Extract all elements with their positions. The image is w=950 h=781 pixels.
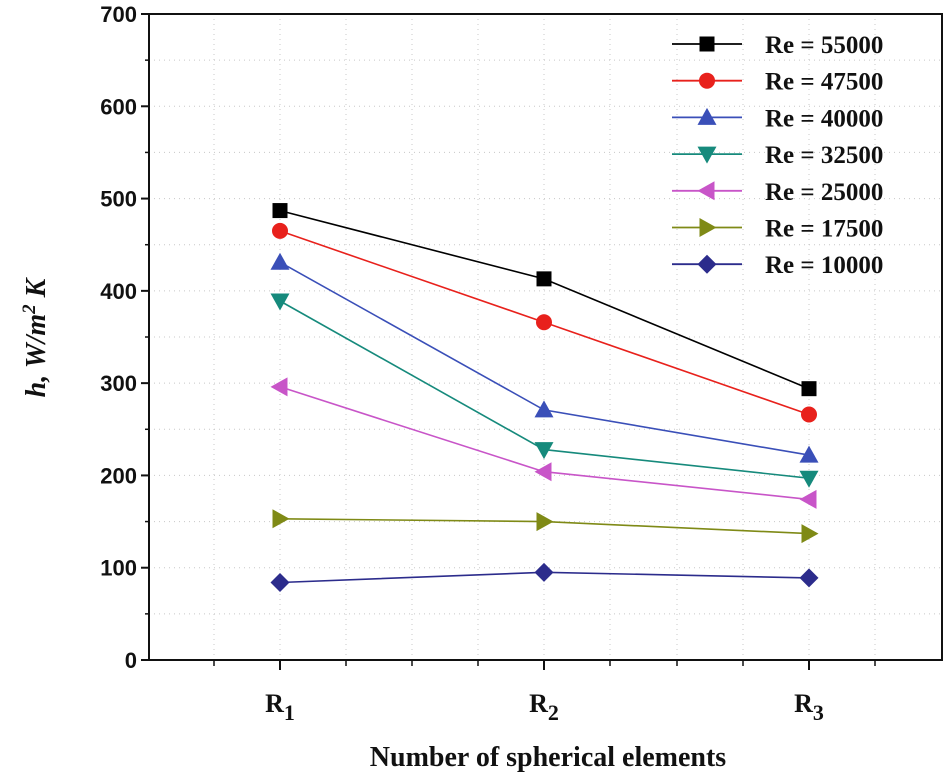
data-point	[534, 562, 554, 582]
data-point	[270, 572, 290, 592]
data-point	[272, 509, 290, 529]
legend-label: Re = 47500	[765, 69, 883, 96]
y-tick-label: 100	[100, 556, 137, 581]
x-category-label-base: R	[265, 689, 284, 718]
series-5	[272, 509, 819, 544]
legend-label: Re = 10000	[765, 252, 883, 279]
legend-entry: Re = 17500	[672, 216, 883, 243]
y-tick-label: 700	[100, 2, 137, 27]
data-point	[534, 400, 554, 418]
legend-marker	[699, 72, 715, 89]
legend-marker	[697, 146, 717, 164]
legend: Re = 55000 Re = 47500 Re = 40000 Re = 32500…	[672, 32, 883, 279]
legend-label: Re = 17500	[765, 216, 883, 243]
legend-entry: Re = 55000	[672, 32, 883, 59]
legend-entry: Re = 32500	[672, 142, 883, 169]
x-category-label-subscript: 2	[548, 700, 559, 725]
y-axis-title: h, W/m2 K	[19, 276, 52, 397]
data-point	[536, 271, 552, 287]
legend-label: Re = 40000	[765, 105, 883, 132]
series-0	[272, 203, 817, 397]
series-1	[272, 222, 817, 423]
y-tick-label: 600	[100, 94, 137, 119]
data-point	[801, 524, 819, 544]
legend-marker	[697, 107, 717, 125]
x-axis-ticks: R1 R2 R3	[213, 660, 876, 725]
legend-entry: Re = 40000	[672, 105, 883, 132]
y-tick-label: 500	[100, 187, 137, 212]
y-axis-title-tail: K	[21, 276, 52, 304]
data-point	[801, 406, 817, 423]
series-6	[270, 562, 819, 592]
legend-marker	[699, 36, 715, 52]
data-point	[534, 462, 552, 482]
data-point	[801, 381, 817, 397]
series-group	[270, 203, 819, 592]
legend-marker	[697, 181, 715, 201]
x-category-label-base: R	[529, 689, 548, 718]
y-axis-ticks: 0 100 200 300 400 500 600 700	[100, 2, 149, 673]
legend-entry: Re = 10000	[672, 252, 883, 279]
x-category-label-subscript: 3	[813, 700, 824, 725]
data-point	[270, 293, 290, 311]
data-point	[799, 470, 819, 488]
data-point	[270, 252, 290, 270]
data-point	[272, 203, 288, 219]
x-category-label: R3	[794, 689, 824, 725]
y-tick-label: 300	[100, 371, 137, 396]
y-axis-title-main: h, W/m	[21, 314, 52, 398]
data-point	[536, 512, 554, 532]
legend-entry: Re = 25000	[672, 179, 883, 206]
y-tick-label: 0	[125, 648, 137, 673]
x-category-label-subscript: 1	[284, 700, 295, 725]
x-category-label-base: R	[794, 689, 813, 718]
data-point	[272, 222, 288, 239]
series-2	[270, 252, 819, 463]
data-point	[536, 314, 552, 331]
x-category-label: R2	[529, 689, 559, 725]
data-point	[270, 377, 288, 397]
series-3	[270, 293, 819, 488]
y-tick-label: 400	[100, 279, 137, 304]
legend-label: Re = 25000	[765, 179, 883, 206]
y-tick-label: 200	[100, 463, 137, 488]
legend-entry: Re = 47500	[672, 69, 883, 96]
legend-marker	[699, 218, 717, 237]
data-point	[799, 445, 819, 463]
legend-marker	[697, 254, 717, 274]
data-point	[799, 568, 819, 588]
data-point	[799, 489, 817, 509]
x-category-label: R1	[265, 689, 295, 725]
legend-label: Re = 55000	[765, 32, 883, 59]
y-axis-title-sup: 2	[19, 304, 40, 315]
data-point	[534, 442, 554, 460]
legend-label: Re = 32500	[765, 142, 883, 169]
x-axis-title: Number of spherical elements	[370, 742, 727, 773]
series-4	[270, 377, 817, 509]
